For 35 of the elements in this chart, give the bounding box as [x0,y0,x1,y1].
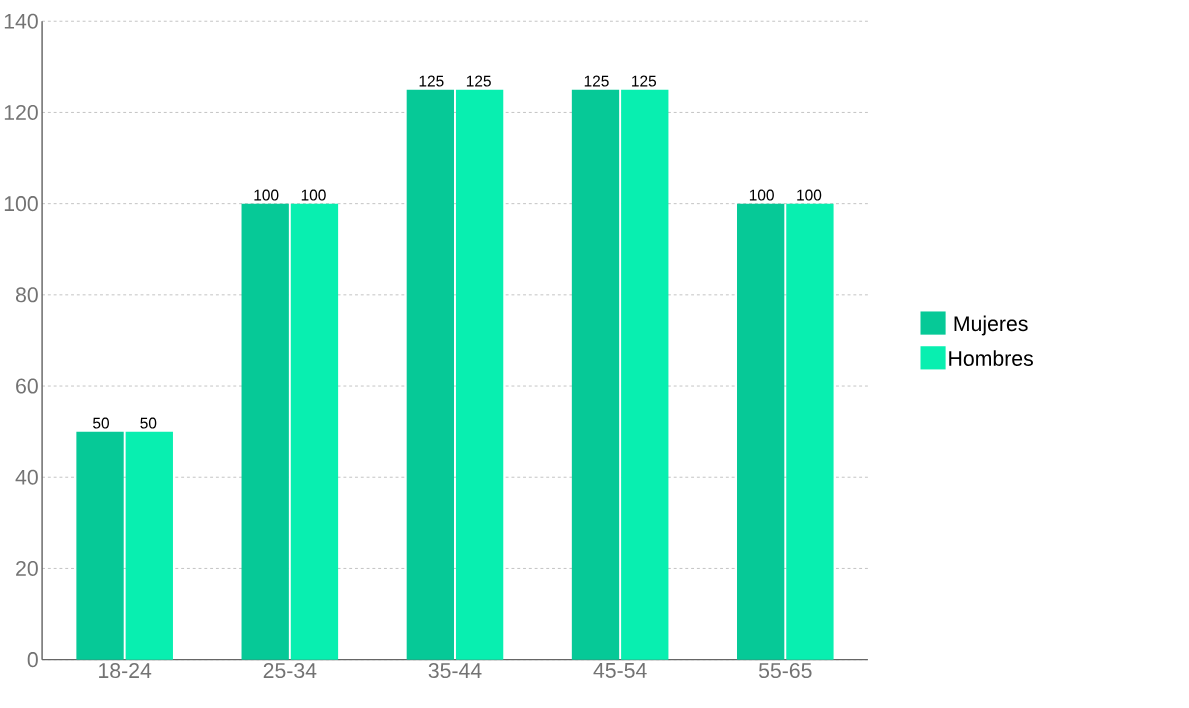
x-tick-label: 55-65 [758,663,812,679]
data-label: 100 [254,189,279,201]
bar [406,89,455,660]
x-tick-label: 18-24 [99,663,152,679]
bar [571,89,620,660]
bar [455,89,504,660]
x-tick-label: 35-44 [428,663,482,679]
bar [125,431,173,660]
x-tick-label: 25-34 [263,663,317,679]
y-tick-label: 140 [4,13,38,29]
y-tick-label: 40 [15,469,38,485]
data-label: 125 [584,75,609,87]
bar [290,203,339,660]
y-tick-label: 80 [15,287,38,303]
bar [786,203,834,660]
y-tick-label: 120 [4,104,38,120]
legend-label: Mujeres [954,315,1028,336]
bar [76,431,124,660]
y-tick-label: 100 [4,196,38,212]
x-tick-label: 45-54 [593,663,647,678]
data-label: 125 [466,75,491,87]
data-label: 100 [749,189,774,201]
legend-label: Hombres [949,350,1033,367]
bar [241,203,289,660]
y-tick-label: 60 [16,378,38,394]
y-tick-label: 20 [16,560,38,576]
data-label: 125 [632,75,657,87]
data-label: 125 [419,75,444,87]
data-label: 100 [301,189,326,201]
data-label: 50 [140,417,157,429]
data-label: 50 [93,417,109,429]
bar [621,89,669,660]
data-label: 100 [797,189,822,201]
y-tick-label: 0 [27,652,38,668]
bar [737,203,785,660]
